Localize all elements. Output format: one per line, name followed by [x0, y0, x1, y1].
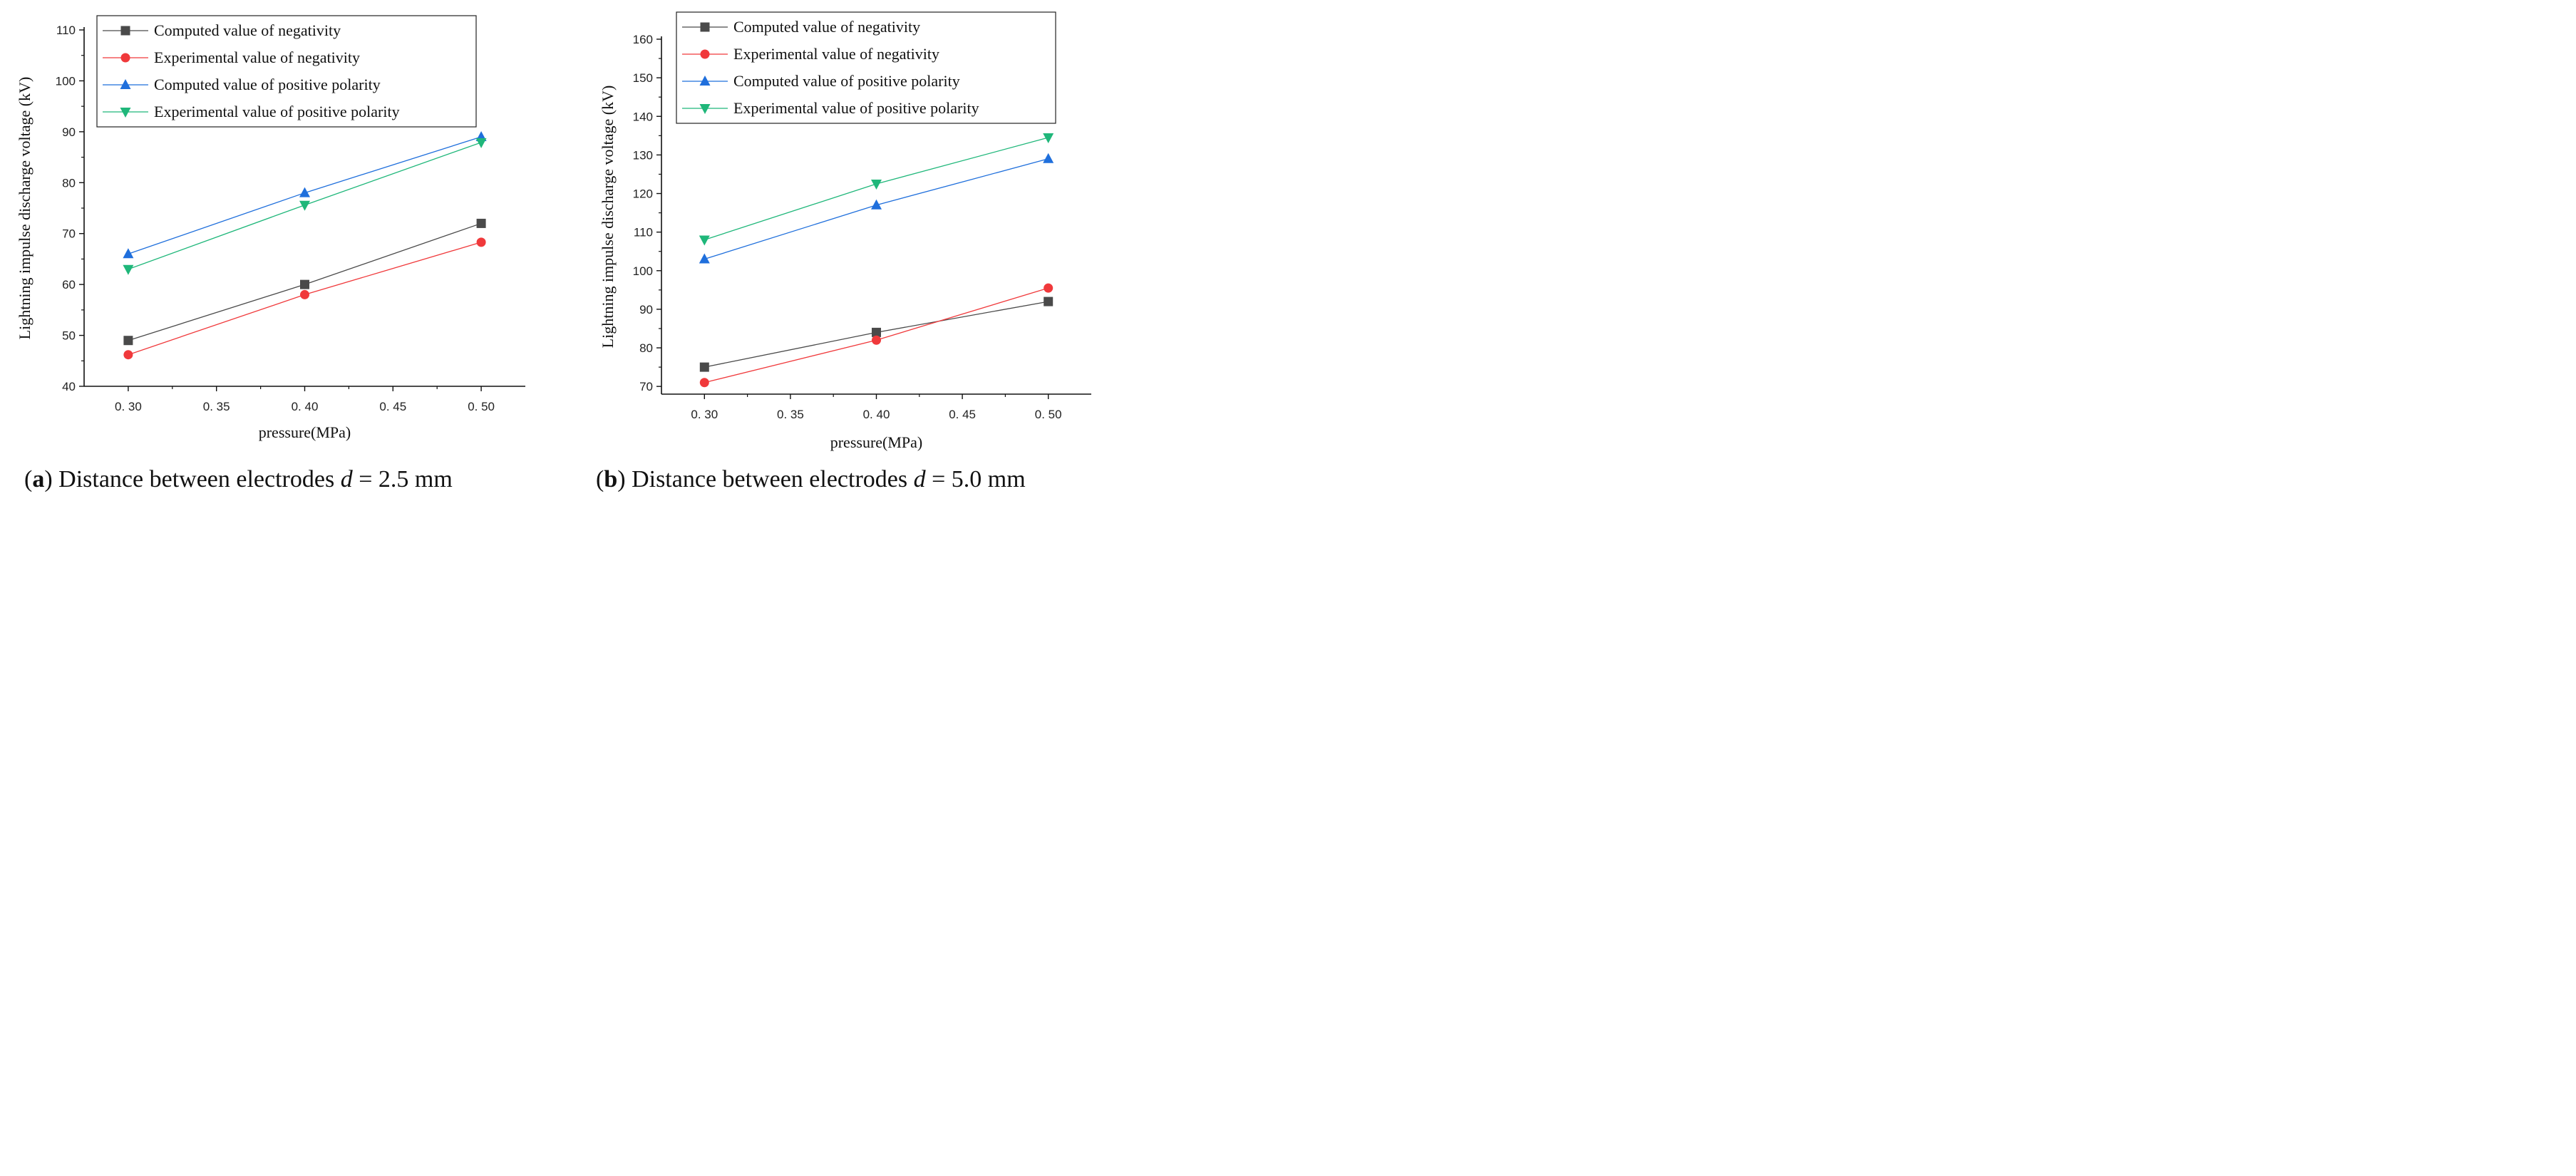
caption-b: (b) Distance between electrodes d = 5.0 …	[596, 466, 1026, 492]
data-point-b-3	[1043, 133, 1054, 144]
y-tick-label-b: 140	[633, 110, 653, 123]
y-tick-label-b: 130	[633, 148, 653, 162]
y-tick-label-b: 150	[633, 71, 653, 85]
series-b-3	[699, 133, 1054, 246]
caption-a: (a) Distance between electrodes d = 2.5 …	[24, 466, 453, 492]
legend-label-b-2: Computed value of positive polarity	[733, 72, 960, 90]
y-tick-label-a: 90	[62, 125, 76, 139]
x-tick-label-b: 0. 45	[949, 408, 976, 421]
x-tick-label-b: 0. 50	[1035, 408, 1062, 421]
legend-label-a-0: Computed value of negativity	[154, 21, 341, 39]
data-point-b-1	[699, 378, 709, 388]
x-tick-label-a: 0. 50	[468, 400, 495, 413]
legend-label-a-3: Experimental value of positive polarity	[154, 103, 400, 120]
data-point-b-1	[872, 335, 881, 345]
legend-box-a	[96, 15, 477, 128]
x-tick-label-b: 0. 30	[691, 408, 718, 421]
data-point-a-1	[476, 237, 486, 247]
series-a-0	[123, 218, 486, 346]
x-axis-title-a: pressure(MPa)	[259, 423, 351, 441]
x-tick-label-b: 0. 40	[863, 408, 890, 421]
data-point-b-2	[1043, 153, 1054, 163]
legend-marker-b-3	[699, 104, 711, 114]
chart-canvas: 40 50 60 70 80 90 100 110 0. 30 0. 35 0. 40 0. 45 0.…	[16, 11, 1091, 451]
x-tick-label-a: 0. 40	[292, 400, 319, 413]
chart-panel-a: 40 50 60 70 80 90 100 110 0. 30 0. 35 0. 40 0. 45 0.…	[16, 15, 525, 441]
y-axis-title-a: Lightning impulse discharge voltage (kV)	[16, 77, 34, 340]
y-tick-label-b: 110	[634, 226, 653, 239]
data-point-b-2	[871, 199, 882, 210]
data-point-a-2	[299, 187, 310, 197]
series-b-1	[699, 283, 1053, 388]
y-axis-title-b: Lightning impulse discharge voltage (kV)	[599, 86, 617, 349]
caption-a-text: Distance between electrodes	[58, 466, 341, 492]
series-b-0	[699, 296, 1053, 372]
data-point-b-2	[699, 253, 710, 264]
legend-box-b	[676, 11, 1056, 124]
legend-b: Computed value of negativity Experimental…	[676, 11, 1056, 124]
data-point-b-3	[699, 235, 710, 246]
caption-a-value: = 2.5 mm	[352, 466, 453, 492]
x-tick-label-a: 0. 30	[115, 400, 142, 413]
x-tick-label-a: 0. 45	[379, 400, 406, 413]
y-tick-label-b: 80	[639, 341, 653, 355]
legend-marker-b-2	[699, 76, 711, 86]
data-point-b-0	[699, 362, 709, 372]
y-tick-label-a: 110	[56, 24, 76, 37]
y-tick-label-a: 70	[62, 227, 76, 241]
data-point-b-0	[872, 327, 881, 337]
legend-a: Computed value of negativity Experimental…	[96, 15, 477, 128]
y-tick-label-a: 60	[62, 278, 76, 292]
legend-marker-a-2	[120, 79, 131, 89]
caption-a-label: a	[32, 466, 45, 492]
data-point-a-3	[475, 138, 487, 148]
y-tick-label-b: 90	[639, 303, 653, 316]
y-tick-label-b: 100	[633, 264, 653, 278]
legend-marker-b-1	[700, 49, 710, 59]
y-tick-label-a: 50	[62, 329, 76, 343]
data-point-a-1	[300, 289, 309, 299]
y-tick-label-b: 120	[633, 187, 653, 201]
legend-label-b-1: Experimental value of negativity	[733, 45, 939, 63]
series-a-2	[123, 131, 487, 259]
y-tick-label-a: 80	[62, 176, 76, 190]
y-tick-label-a: 100	[56, 74, 76, 88]
legend-label-a-2: Computed value of positive polarity	[154, 76, 381, 93]
caption-b-text: Distance between electrodes	[632, 466, 914, 492]
data-point-a-3	[299, 200, 310, 211]
data-point-a-0	[300, 279, 309, 289]
data-point-a-0	[476, 218, 486, 228]
y-tick-label-b: 160	[633, 33, 653, 46]
data-point-a-2	[123, 248, 134, 259]
legend-label-b-3: Experimental value of positive polarity	[733, 99, 979, 117]
legend-marker-a-0	[120, 26, 130, 36]
legend-label-a-1: Experimental value of negativity	[154, 48, 360, 66]
legend-marker-a-3	[120, 108, 131, 118]
series-b-2	[699, 153, 1054, 264]
y-tick-label-a: 40	[62, 380, 76, 393]
data-point-b-3	[871, 179, 882, 190]
data-point-a-3	[123, 264, 134, 275]
data-point-a-0	[123, 336, 133, 346]
series-a-1	[123, 237, 486, 360]
caption-a-var: d	[340, 466, 353, 492]
series-a-3	[123, 138, 487, 275]
data-point-b-1	[1044, 283, 1053, 293]
data-point-b-0	[1044, 296, 1053, 306]
x-tick-label-a: 0. 35	[203, 400, 230, 413]
legend-marker-b-0	[700, 22, 710, 32]
x-tick-label-b: 0. 35	[777, 408, 804, 421]
y-tick-label-b: 70	[639, 380, 653, 393]
caption-b-label: b	[604, 466, 618, 492]
chart-panel-b: 70 80 90 100 110 120 130 140 150 160 0. 30 0. 35 0. …	[599, 11, 1091, 451]
legend-label-b-0: Computed value of negativity	[733, 18, 920, 36]
figure: 40 50 60 70 80 90 100 110 0. 30 0. 35 0. 40 0. 45 0.…	[0, 0, 1113, 508]
caption-b-var: d	[913, 466, 926, 492]
caption-b-value: = 5.0 mm	[925, 466, 1026, 492]
legend-marker-a-1	[120, 53, 130, 63]
x-axis-title-b: pressure(MPa)	[830, 433, 923, 451]
data-point-a-1	[123, 350, 133, 360]
